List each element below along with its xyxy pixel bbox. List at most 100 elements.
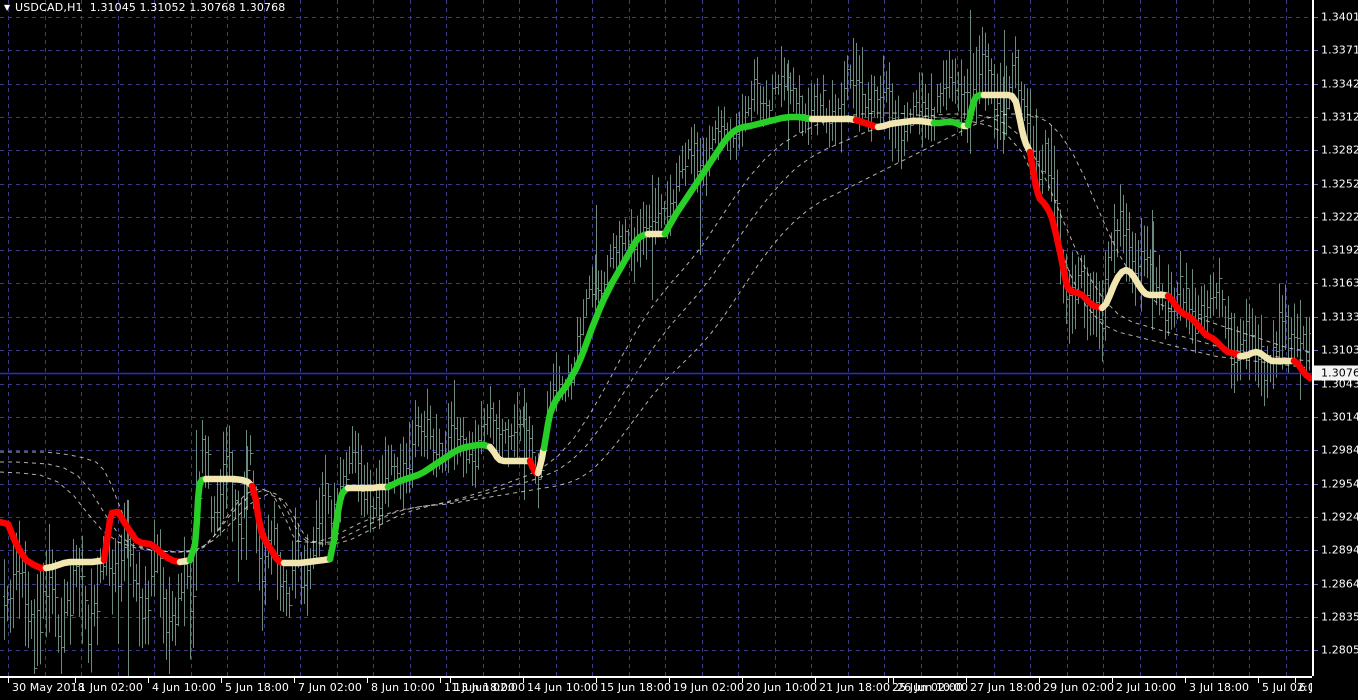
time-tick — [75, 678, 76, 683]
price-tick — [1314, 650, 1318, 651]
trend-segment-neutral — [874, 117, 938, 131]
time-tick-label: 30 May 2018 — [12, 681, 85, 694]
time-tick — [148, 678, 149, 683]
price-tick-label: 1.31630 — [1321, 276, 1358, 290]
time-tick — [596, 678, 597, 683]
trend-segment-neutral — [344, 483, 392, 492]
time-tick — [1039, 678, 1040, 683]
price-tick-label: 1.32225 — [1321, 210, 1358, 224]
price-tick-label: 1.30435 — [1321, 377, 1358, 391]
trend-segment-downtrend — [1026, 148, 1106, 312]
trend-segment-neutral — [280, 555, 334, 567]
price-tick-label: 1.30140 — [1321, 410, 1358, 424]
price-tick — [1314, 450, 1318, 451]
price-tick — [1314, 317, 1318, 318]
price-tick-label: 1.28945 — [1321, 543, 1358, 557]
time-tick — [294, 678, 295, 683]
scale-corner — [1312, 676, 1358, 700]
trend-segment-uptrend — [186, 475, 210, 564]
time-tick — [742, 678, 743, 683]
price-scale[interactable]: 1.30768 1.34015 1.33715 1.33420 1.33120 1.32… — [1312, 0, 1358, 676]
time-tick-label: 7 Jun 02:00 — [298, 681, 362, 694]
time-tick — [450, 678, 451, 683]
price-tick — [1314, 184, 1318, 185]
time-tick — [1295, 678, 1296, 683]
time-tick-label: 5 Jul 02:00 — [1262, 681, 1323, 694]
chart-plot-area[interactable] — [0, 0, 1312, 676]
price-tick-label: 1.33420 — [1321, 77, 1358, 91]
trend-segment-neutral — [534, 444, 548, 477]
trend-segment-neutral — [980, 91, 1034, 156]
price-tick-label: 1.28050 — [1321, 643, 1358, 657]
trend-segment-neutral — [1236, 348, 1298, 365]
trend-segment-downtrend — [100, 508, 184, 566]
time-tick-label: 5 Jun 18:00 — [225, 681, 289, 694]
time-tick-label: 2 Jul 10:00 — [1116, 681, 1177, 694]
trend-segment-uptrend — [326, 484, 352, 563]
price-tick-label: 1.32820 — [1321, 143, 1358, 157]
price-tick — [1314, 84, 1318, 85]
price-tick-label: 1.28350 — [1321, 610, 1358, 624]
trend-segment-neutral — [1098, 266, 1172, 312]
price-tick — [1314, 417, 1318, 418]
trend-segment-uptrend — [930, 118, 968, 130]
time-tick-label: 25 Jun 02:00 — [892, 681, 964, 694]
price-axis-line — [1312, 0, 1314, 676]
trend-segment-downtrend — [248, 482, 288, 567]
time-tick-label: 1 Jun 02:00 — [79, 681, 143, 694]
time-tick-label: 8 Jun 10:00 — [371, 681, 435, 694]
price-tick — [1314, 617, 1318, 618]
price-tick — [1314, 283, 1318, 284]
time-tick — [523, 678, 524, 683]
price-tick — [1314, 117, 1318, 118]
trend-segment-downtrend — [1290, 357, 1312, 382]
time-tick — [669, 678, 670, 683]
time-tick-label: 20 Jun 10:00 — [746, 681, 818, 694]
trend-segment-neutral — [42, 556, 108, 572]
time-tick — [440, 678, 441, 683]
time-scale[interactable]: 30 May 2018 1 Jun 02:00 4 Jun 10:00 5 Jun 1… — [0, 676, 1358, 700]
time-tick — [1185, 678, 1186, 683]
time-tick-label: 13 Jun 02:00 — [454, 681, 526, 694]
trend-indicator-line — [0, 91, 1312, 572]
trend-segment-neutral — [486, 443, 534, 465]
ohlc-values: 1.31045 1.31052 1.30768 1.30768 — [89, 1, 286, 14]
chart-canvas — [0, 0, 1312, 676]
price-tick-label: 1.29840 — [1321, 443, 1358, 457]
price-tick-label: 1.29540 — [1321, 477, 1358, 491]
price-tick — [1314, 150, 1318, 151]
time-tick — [893, 678, 894, 683]
time-tick-label: 19 Jun 02:00 — [673, 681, 745, 694]
trend-segment-downtrend — [0, 518, 50, 572]
time-tick — [221, 678, 222, 683]
time-tick-label: 3 Jul 18:00 — [1189, 681, 1250, 694]
price-tick — [1314, 517, 1318, 518]
price-tick — [1314, 217, 1318, 218]
price-tick-label: 1.28645 — [1321, 577, 1358, 591]
time-tick-label: 15 Jun 18:00 — [600, 681, 672, 694]
time-tick — [367, 678, 368, 683]
chart-titlebar: ▼ USDCAD,H1 1.31045 1.31052 1.30768 1.3076… — [0, 0, 285, 16]
time-tick-label: 4 Jun 10:00 — [152, 681, 216, 694]
trend-segment-uptrend — [384, 441, 494, 491]
time-tick — [966, 678, 967, 683]
price-tick-label: 1.29245 — [1321, 510, 1358, 524]
price-tick-label: 1.31925 — [1321, 243, 1358, 257]
trend-segment-neutral — [808, 115, 860, 124]
time-tick-label: 11 Jun 18:00 — [444, 681, 516, 694]
time-tick-label: 14 Jun 10:00 — [527, 681, 599, 694]
time-tick — [1112, 678, 1113, 683]
chevron-down-icon[interactable]: ▼ — [4, 3, 11, 12]
time-tick — [8, 678, 9, 683]
candlestick-series — [3, 10, 1311, 676]
price-tick-label: 1.33120 — [1321, 110, 1358, 124]
channel-bands — [0, 112, 1311, 553]
price-tick — [1314, 550, 1318, 551]
price-tick — [1314, 484, 1318, 485]
current-price-label: 1.30768 — [1314, 365, 1358, 381]
price-tick — [1314, 17, 1318, 18]
time-axis-line — [0, 676, 1312, 678]
time-tick-label: 21 Jun 18:00 — [819, 681, 891, 694]
time-tick-label: 27 Jun 18:00 — [970, 681, 1042, 694]
